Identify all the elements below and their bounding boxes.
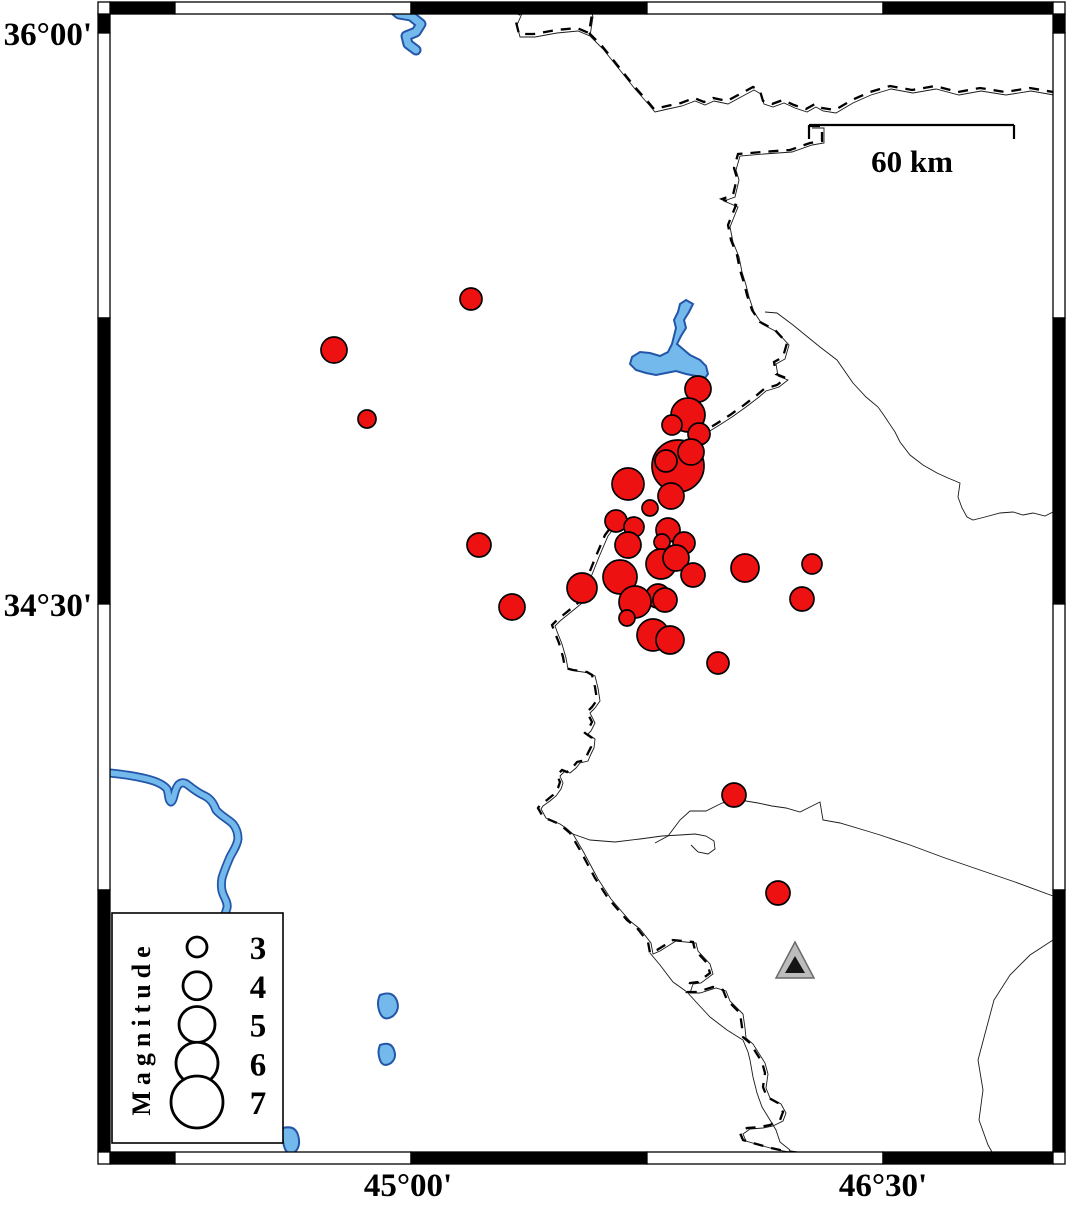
- lon-label-45-00: 45°00': [364, 1168, 452, 1202]
- earthquake-marker: [611, 467, 645, 501]
- border-east: [705, 124, 825, 433]
- lake: [628, 298, 710, 381]
- earthquake-marker: [357, 409, 377, 429]
- earthquake-marker: [789, 586, 815, 612]
- earthquake-marker: [566, 572, 598, 604]
- legend-magnitude-label: 7: [250, 1086, 267, 1122]
- earthquake-marker: [661, 414, 683, 436]
- province-line-northeast: [764, 311, 1054, 521]
- earthquake-marker: [677, 438, 705, 466]
- lat-label-34-30: 34°30': [4, 588, 92, 624]
- border-north: [514, 5, 1055, 114]
- legend-title: Magnitude: [127, 940, 156, 1115]
- province-hook: [569, 832, 716, 855]
- earthquake-marker: [498, 593, 526, 621]
- earthquake-marker: [706, 651, 730, 675]
- river-west-fill: [107, 770, 241, 917]
- earthquake-marker: [618, 609, 636, 627]
- legend-magnitude-label: 5: [250, 1009, 267, 1045]
- earthquake-marker: [680, 562, 706, 588]
- lon-label-46-30: 46°30': [839, 1168, 927, 1202]
- earthquake-marker: [655, 625, 685, 655]
- border-central: [536, 514, 812, 1156]
- legend-magnitude-circle: [177, 1005, 217, 1044]
- legend-magnitude-label: 4: [250, 970, 267, 1006]
- earthquake-layer: [320, 287, 823, 906]
- earthquake-marker: [801, 553, 823, 575]
- earthquake-marker: [662, 544, 690, 572]
- scale-bar: 60 km: [807, 123, 1016, 179]
- province-line-through-loop: [649, 952, 791, 1151]
- legend-magnitude-circle: [185, 935, 209, 959]
- border-layer: [514, 5, 1055, 1156]
- scale-bar-label: 60 km: [871, 144, 953, 179]
- pond-2: [377, 1042, 396, 1066]
- earthquake-marker: [466, 532, 492, 558]
- map-frame: [97, 1, 1066, 1165]
- earthquake-marker: [654, 449, 678, 473]
- earthquake-marker: [721, 782, 747, 808]
- earthquake-marker: [459, 287, 483, 311]
- water-layer: [105, 2, 710, 1155]
- earthquake-marker: [652, 587, 678, 613]
- earthquake-marker: [641, 499, 659, 517]
- pond-1: [377, 992, 399, 1020]
- scale-bar-line: [807, 123, 1016, 139]
- province-line-corner: [977, 939, 1054, 1153]
- earthquake-marker: [602, 559, 638, 595]
- province-line-southeast: [654, 799, 1054, 897]
- legend-magnitude-circle: [169, 1074, 225, 1130]
- axis-annotations: 36°00' 34°30' 45°00' 46°30': [4, 17, 928, 1204]
- pond-3: [281, 1126, 301, 1155]
- earthquake-marker: [320, 336, 348, 364]
- earthquake-marker: [614, 531, 642, 559]
- legend-magnitude-circle: [181, 970, 213, 1002]
- station-triangle: [774, 940, 816, 979]
- earthquake-marker: [765, 880, 791, 906]
- earthquake-marker: [730, 553, 760, 583]
- legend-magnitude-label: 6: [250, 1047, 267, 1083]
- lat-label-36-00: 36°00': [4, 17, 92, 53]
- station-triangle-inner: [785, 956, 805, 973]
- earthquake-marker: [657, 482, 685, 510]
- legend-magnitude-label: 3: [250, 931, 267, 967]
